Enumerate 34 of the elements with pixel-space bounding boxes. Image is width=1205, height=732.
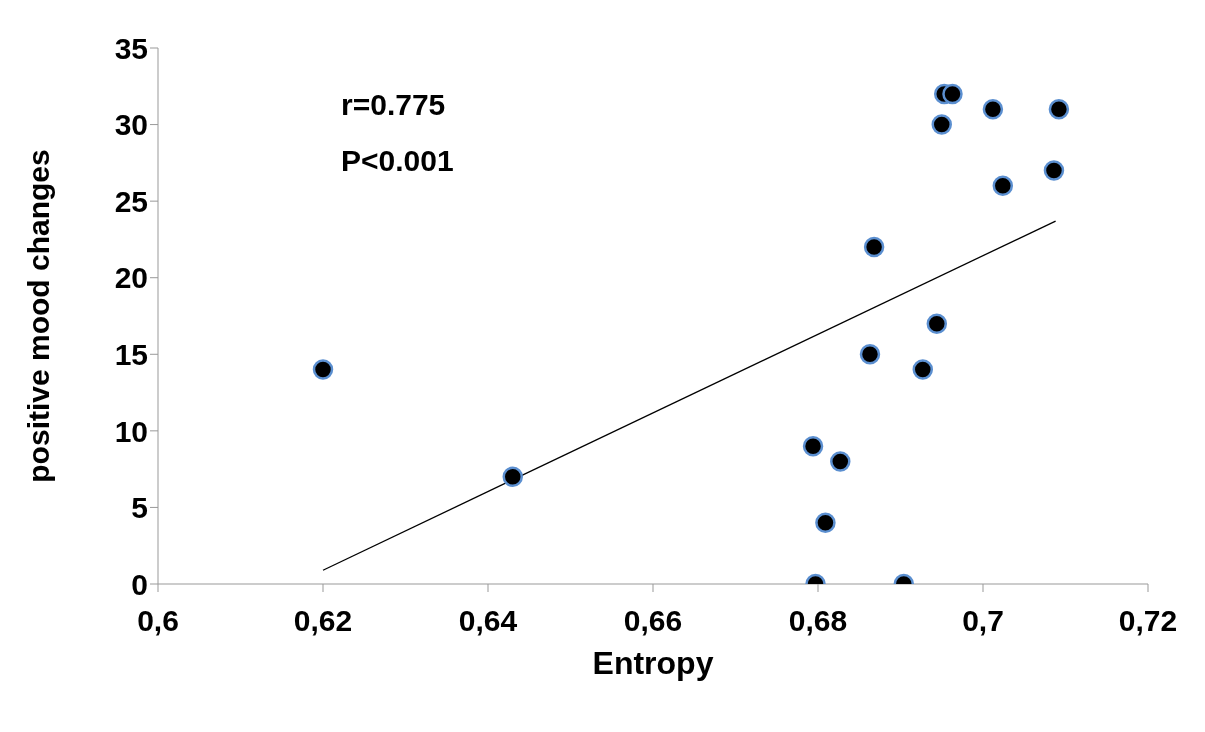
x-tick-label: 0,64	[458, 604, 518, 638]
point	[926, 313, 948, 334]
point	[1043, 160, 1065, 181]
y-tick-label: 0	[131, 567, 148, 601]
x-tick-label: 0,66	[623, 604, 683, 638]
y-tick-label: 10	[114, 414, 148, 448]
point	[1048, 99, 1070, 120]
point	[830, 451, 851, 472]
point	[931, 114, 952, 135]
annotation: P<0.001	[341, 144, 454, 178]
y-tick-label: 15	[114, 337, 148, 371]
point	[942, 83, 963, 105]
y-tick-label: 35	[114, 31, 148, 65]
annotation: r=0.775	[341, 88, 446, 122]
point	[312, 359, 334, 380]
x-axis-title: Entropy	[592, 645, 714, 681]
point	[982, 99, 1004, 120]
y-tick-label: 25	[114, 184, 148, 218]
point	[815, 512, 836, 533]
point	[802, 435, 824, 457]
x-tick-label: 0,6	[137, 604, 179, 638]
point	[502, 466, 523, 488]
point	[859, 344, 881, 365]
point	[992, 175, 1014, 197]
x-tick-label: 0,62	[293, 604, 353, 638]
y-tick-label: 30	[114, 108, 148, 142]
x-tick-label: 0,68	[788, 604, 848, 638]
y-tick-label: 5	[131, 491, 148, 525]
point	[863, 236, 885, 258]
y-tick-label: 20	[114, 261, 148, 295]
y-axis-title: positive mood changes	[21, 149, 55, 483]
x-tick-label: 0,7	[962, 604, 1004, 638]
point	[912, 359, 934, 380]
x-tick-label: 0,72	[1118, 604, 1178, 638]
